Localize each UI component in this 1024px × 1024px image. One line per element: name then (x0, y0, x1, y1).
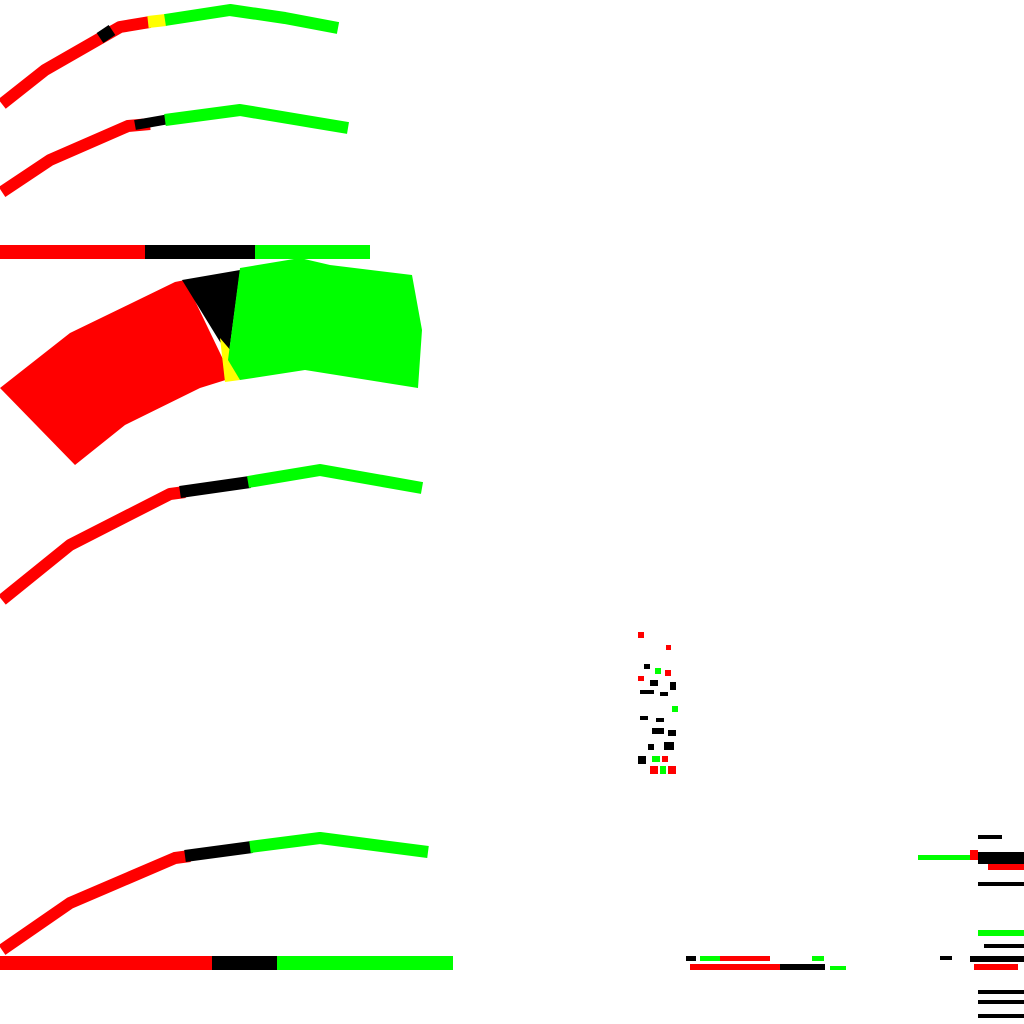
strip-1-red (0, 16, 151, 109)
strip-1-green (164, 4, 340, 34)
strip-3-black (145, 245, 255, 259)
strip-1-black-mark (96, 25, 116, 43)
strip-5-red (0, 850, 191, 955)
curved-strip-5 (0, 832, 429, 955)
large-bent-panel (0, 258, 422, 465)
flat-strip-3 (0, 245, 370, 259)
strip-4-red (0, 486, 186, 605)
panel-green (228, 258, 422, 388)
strip-5-green (249, 832, 429, 858)
strip-5-black (184, 841, 253, 862)
panel-red (0, 280, 232, 465)
strip-6-black (212, 956, 277, 970)
fragment-column-right (918, 835, 1024, 1018)
curved-strip-2 (0, 104, 349, 197)
fragment-cluster-center (638, 632, 678, 774)
curved-strip-4 (0, 464, 424, 605)
strip-3-red (0, 245, 145, 259)
strip-1-yellow (147, 14, 167, 28)
strip-6-green (277, 956, 453, 970)
strip-3-green (255, 245, 370, 259)
curved-strip-1 (0, 4, 340, 109)
flat-strip-6 (0, 956, 453, 970)
fragment-strip-bottom-middle (686, 956, 846, 970)
panel-black (182, 270, 240, 360)
strip-4-green (247, 464, 424, 494)
strip-6-red (0, 956, 212, 970)
strip-4-black (179, 476, 251, 498)
strip-2-green (164, 104, 349, 134)
